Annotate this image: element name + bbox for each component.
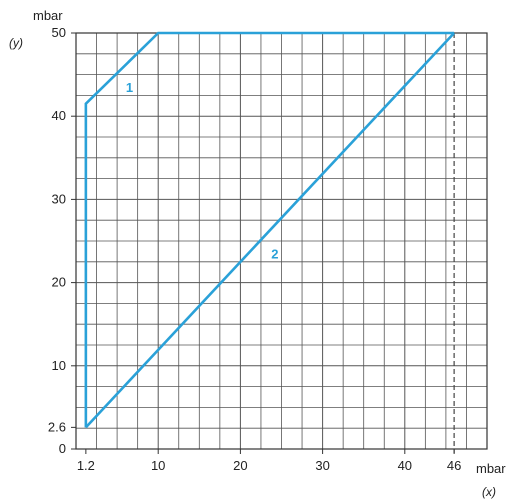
x-axis-unit: mbar [476, 461, 506, 476]
y-tick-label: 20 [52, 275, 66, 290]
x-tick-label: 30 [315, 458, 329, 473]
y-tick-label: 40 [52, 108, 66, 123]
series-label-1: 1 [126, 80, 133, 95]
series-line-2 [84, 32, 456, 429]
x-tick-label: 46 [447, 458, 461, 473]
series-lines: 12 [84, 31, 456, 429]
x-tick-label: 10 [151, 458, 165, 473]
y-tick-label: 2.6 [48, 419, 66, 434]
x-tick-label: 1.2 [77, 458, 95, 473]
series-line-1 [84, 31, 455, 428]
y-axis-variable: (y) [9, 36, 23, 50]
x-tick-label: 40 [398, 458, 412, 473]
x-axis-variable: (x) [482, 485, 496, 499]
y-tick-label: 50 [52, 25, 66, 40]
y-tick-label: 0 [59, 441, 66, 456]
chart-grid [75, 32, 488, 450]
series-label-2: 2 [271, 246, 278, 261]
tick-labels: 1.2 10 20 30 40 46 0 2.6 10 20 30 40 50 [48, 25, 461, 473]
y-tick-label: 10 [52, 358, 66, 373]
y-tick-label: 30 [52, 191, 66, 206]
y-axis-unit: mbar [33, 8, 63, 23]
x-tick-label: 20 [233, 458, 247, 473]
